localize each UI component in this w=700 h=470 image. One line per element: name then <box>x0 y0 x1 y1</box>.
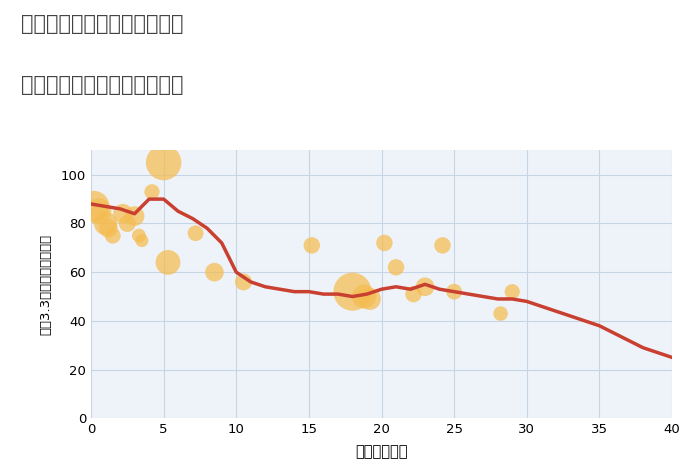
Text: 築年数別中古マンション価格: 築年数別中古マンション価格 <box>21 75 183 95</box>
Point <box>437 242 448 249</box>
Point <box>364 295 375 303</box>
Point <box>358 293 370 300</box>
Point <box>346 288 358 296</box>
Point <box>136 237 148 244</box>
X-axis label: 築年数（年）: 築年数（年） <box>355 445 407 460</box>
Point <box>408 290 419 298</box>
Point <box>88 203 99 210</box>
Point <box>122 219 133 227</box>
Point <box>162 258 174 266</box>
Point <box>507 288 518 296</box>
Point <box>133 232 144 239</box>
Point <box>238 278 249 286</box>
Point <box>107 232 118 239</box>
Y-axis label: 坪（3.3㎡）単価（万円）: 坪（3.3㎡）単価（万円） <box>40 234 52 335</box>
Point <box>495 310 506 317</box>
Point <box>146 188 158 196</box>
Point <box>158 159 169 166</box>
Point <box>129 212 140 220</box>
Point <box>118 210 129 218</box>
Point <box>391 264 402 271</box>
Text: 三重県桑名市長島町長島中町: 三重県桑名市長島町長島中町 <box>21 14 183 34</box>
Point <box>209 268 220 276</box>
Point <box>190 229 201 237</box>
Point <box>103 225 114 232</box>
Point <box>92 208 104 215</box>
Point <box>100 219 111 227</box>
Point <box>306 242 317 249</box>
Point <box>379 239 390 247</box>
Point <box>449 288 460 296</box>
Point <box>419 283 430 290</box>
